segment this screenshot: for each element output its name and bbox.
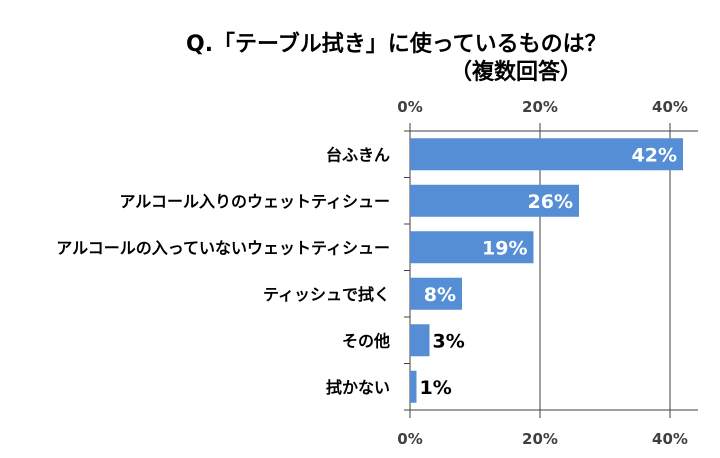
x-tick-label-bottom: 40% — [652, 430, 688, 448]
x-tick-label-top: 20% — [522, 98, 558, 116]
data-label: 1% — [420, 377, 452, 399]
data-label: 26% — [528, 191, 573, 213]
data-label: 3% — [433, 330, 465, 352]
bar — [410, 231, 534, 264]
x-tick-label-bottom: 0% — [397, 430, 422, 448]
category-label: アルコール入りのウェットティシュー — [119, 192, 390, 211]
bar — [410, 138, 683, 171]
data-label: 42% — [632, 144, 677, 166]
category-label: 拭かない — [326, 378, 390, 397]
data-label: 8% — [424, 284, 456, 306]
x-tick-label-top: 40% — [652, 98, 688, 116]
data-label: 19% — [482, 237, 527, 259]
bar — [410, 370, 417, 403]
bar — [410, 277, 462, 310]
bar — [410, 184, 579, 217]
bar — [410, 324, 430, 357]
x-tick-label-bottom: 20% — [522, 430, 558, 448]
category-label: ティッシュで拭く — [263, 285, 390, 304]
category-label: 台ふきん — [326, 145, 390, 164]
category-label: その他 — [342, 331, 390, 350]
category-label: アルコールの入っていないウェットティシュー — [56, 238, 390, 257]
chart-title: Q.「テーブル拭き」に使っているものは？ — [186, 32, 607, 57]
x-tick-label-top: 0% — [397, 98, 422, 116]
chart-subtitle: （複数回答） — [450, 60, 583, 85]
